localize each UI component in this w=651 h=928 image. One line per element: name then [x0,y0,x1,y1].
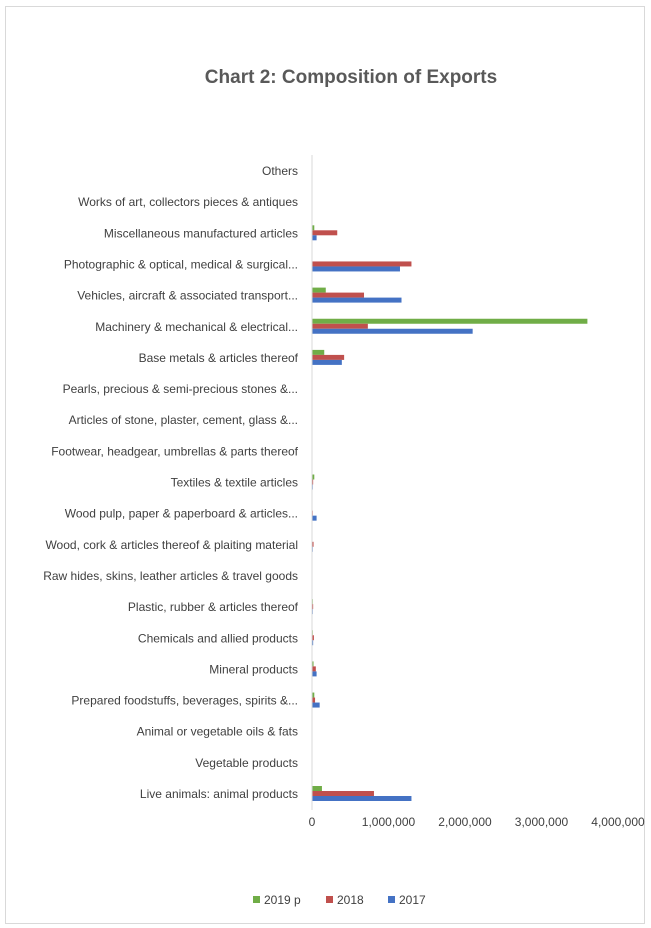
bar [312,349,325,355]
category-label: Textiles & textile articles [171,476,298,490]
bar [312,479,314,485]
bar [312,791,374,796]
category-label: Raw hides, skins, leather articles & tra… [43,569,298,583]
category-label: Photographic & optical, medical & surgic… [64,257,298,271]
category-labels: Others Works of art, collectors pieces & … [43,164,298,801]
bar [312,230,338,236]
bar [312,515,317,521]
bar [312,786,322,791]
bar [312,671,317,677]
value-axis-ticks: 0 1,000,000 2,000,000 3,000,000 4,000,000 [309,815,645,829]
category-label: Wood, cork & articles thereof & plaiting… [45,538,298,552]
bar [312,354,345,360]
category-label: Vehicles, aircraft & associated transpor… [77,289,298,303]
bar [312,266,400,272]
bar [312,702,320,708]
bar [312,235,317,241]
bar [312,323,368,329]
category-label: Animal or vegetable oils & fats [137,725,298,739]
bar [312,328,473,334]
category-label: Others [262,164,298,178]
bar [312,287,326,293]
legend: 2019 p 2018 2017 [253,893,426,907]
bar [312,318,588,324]
category-label: Works of art, collectors pieces & antiqu… [78,195,298,209]
x-tick-label: 0 [309,815,316,829]
bar [312,261,412,267]
bar [312,359,342,365]
category-label: Vegetable products [195,756,298,770]
category-label: Chemicals and allied products [138,631,298,645]
category-label: Prepared foodstuffs, beverages, spirits … [71,694,298,708]
bar [312,697,316,703]
x-tick-label: 3,000,000 [515,815,569,829]
bar [312,292,365,298]
category-label: Live animals: animal products [140,787,298,801]
bar [312,796,412,801]
category-label: Plastic, rubber & articles thereof [128,600,299,614]
category-label: Wood pulp, paper & paperboard & articles… [65,507,298,521]
category-label: Machinery & mechanical & electrical... [95,320,298,334]
category-label: Base metals & articles thereof [139,351,299,365]
bar [312,640,314,646]
bar [312,604,314,610]
bar [312,666,316,672]
legend-label: 2019 p [264,893,301,907]
bar-chart: Chart 2: Composition of Exports Others Wo… [43,67,645,907]
category-label: Footwear, headgear, umbrellas & parts th… [51,444,298,458]
x-tick-label: 1,000,000 [362,815,416,829]
category-label: Pearls, precious & semi-precious stones … [63,382,298,396]
legend-label: 2017 [399,893,426,907]
legend-swatch [326,896,333,903]
category-label: Articles of stone, plaster, cement, glas… [69,413,298,427]
chart-title: Chart 2: Composition of Exports [205,67,497,88]
bar [312,297,402,303]
legend-swatch [388,896,395,903]
bar [312,635,314,641]
bar [312,541,314,547]
bars [312,225,588,801]
bar [312,225,315,231]
x-tick-label: 2,000,000 [438,815,492,829]
bar [312,692,315,698]
chart-frame: Chart 2: Composition of Exports Others Wo… [5,6,645,924]
legend-swatch [253,896,260,903]
x-tick-label: 4,000,000 [591,815,645,829]
category-label: Miscellaneous manufactured articles [104,226,298,240]
legend-label: 2018 [337,893,364,907]
category-label: Mineral products [209,662,298,676]
bar [312,474,315,480]
bar [312,661,314,667]
